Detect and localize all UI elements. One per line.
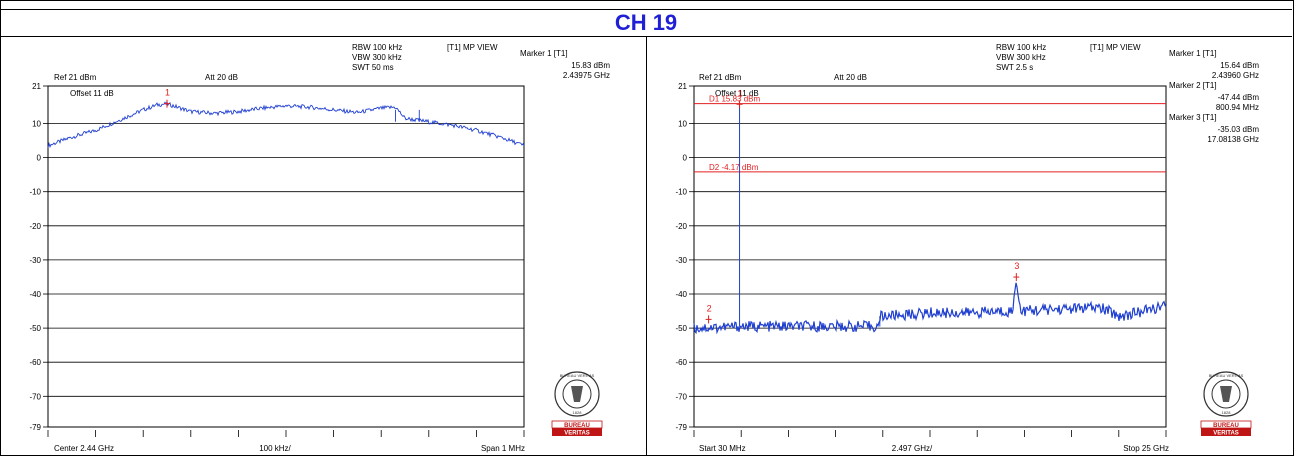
marker-number: 2	[707, 303, 712, 313]
y-tick-label: -10	[29, 188, 41, 197]
vbw-label: VBW 300 kHz	[996, 53, 1046, 62]
logo-seal-figure	[571, 386, 583, 402]
offset-label: Offset 11 dB	[70, 89, 114, 98]
spectrum-panel-right: RBW 100 kHz VBW 300 kHz SWT 2.5 s [T1] MP V…	[646, 37, 1293, 455]
y-tick-label: -40	[29, 290, 41, 299]
logo-name-box-bottom	[1201, 428, 1251, 436]
rbw-label: RBW 100 kHz	[996, 43, 1046, 52]
y-tick-label: -20	[29, 222, 41, 231]
vbw-label: VBW 300 kHz	[352, 53, 402, 62]
ref-level-label: Ref 21 dBm	[54, 73, 97, 82]
marker-frequency: 800.94 MHz	[1216, 103, 1259, 112]
bureau-veritas-logo: BUREAU VERITAS 1828 BUREAU VERITAS	[1200, 371, 1252, 437]
y-tick-label: -60	[675, 358, 687, 367]
rbw-label: RBW 100 kHz	[352, 43, 402, 52]
y-tick-label: -10	[675, 188, 687, 197]
logo-seal-year: 1828	[573, 410, 583, 415]
y-tick-label: -70	[675, 392, 687, 401]
marker-level: 15.83 dBm	[571, 61, 610, 70]
x-axis-label: Start 30 MHz	[699, 444, 746, 453]
logo-name-line1: BUREAU	[1213, 423, 1239, 429]
logo-name-line1: BUREAU	[564, 423, 590, 429]
swt-label: SWT 2.5 s	[996, 63, 1033, 72]
logo-name-line2: VERITAS	[1213, 431, 1239, 437]
title-underline	[632, 36, 654, 37]
y-tick-label: 21	[678, 82, 687, 91]
x-axis-label: 100 kHz/	[259, 444, 291, 453]
marker-number: 1	[738, 88, 743, 98]
logo-name-line2: VERITAS	[564, 431, 590, 437]
spectrum-panel-left: RBW 100 kHz VBW 300 kHz SWT 50 ms [T1] MP V…	[0, 37, 646, 455]
marker-frequency: 2.43960 GHz	[1212, 71, 1259, 80]
trace-view-label: [T1] MP VIEW	[447, 43, 498, 52]
marker-label: Marker 1 [T1]	[520, 49, 568, 58]
logo-seal-text: BUREAU VERITAS	[1209, 373, 1244, 378]
marker-number: 1	[165, 88, 170, 98]
marker-level: 15.64 dBm	[1220, 61, 1259, 70]
marker-label: Marker 1 [T1]	[1169, 49, 1217, 58]
logo-seal-figure	[1220, 386, 1232, 402]
y-tick-label: -50	[29, 324, 41, 333]
y-tick-label: -79	[675, 423, 687, 432]
bureau-veritas-logo: BUREAU VERITAS 1828 BUREAU VERITAS	[551, 371, 603, 437]
x-axis-label: Stop 25 GHz	[1123, 444, 1169, 453]
marker-label: Marker 3 [T1]	[1169, 113, 1217, 122]
x-axis-label: Center 2.44 GHz	[54, 444, 114, 453]
x-axis-label: Span 1 MHz	[481, 444, 525, 453]
plot-frame	[47, 85, 525, 428]
y-tick-label: -20	[675, 222, 687, 231]
spectrum-trace	[693, 282, 1167, 335]
trace-view-label: [T1] MP VIEW	[1090, 43, 1141, 52]
y-tick-label: -30	[675, 256, 687, 265]
top-strip	[0, 0, 1292, 10]
y-tick-label: 10	[32, 120, 41, 129]
display-line-label: D2 -4.17 dBm	[709, 163, 759, 172]
y-tick-label: -50	[675, 324, 687, 333]
plot-frame	[693, 85, 1167, 428]
y-tick-label: -60	[29, 358, 41, 367]
spectrum-trace	[47, 100, 525, 149]
y-tick-label: 21	[32, 82, 41, 91]
logo-seal-year: 1828	[1222, 410, 1232, 415]
marker-frequency: 2.43975 GHz	[563, 71, 610, 80]
marker-frequency: 17.08138 GHz	[1207, 135, 1259, 144]
display-line-label: D1 15.83 dBm	[709, 95, 760, 104]
y-tick-label: 0	[37, 154, 42, 163]
marker-label: Marker 2 [T1]	[1169, 81, 1217, 90]
marker-level: -35.03 dBm	[1218, 125, 1260, 134]
x-axis-label: 2.497 GHz/	[892, 444, 933, 453]
marker-number: 3	[1014, 261, 1019, 271]
title-bar: CH 19	[0, 10, 1292, 37]
y-tick-label: -79	[29, 423, 41, 432]
ref-level-label: Ref 21 dBm	[699, 73, 742, 82]
logo-seal-text: BUREAU VERITAS	[560, 373, 595, 378]
y-tick-label: 0	[683, 154, 688, 163]
offset-label: Offset 11 dB	[715, 89, 759, 98]
swt-label: SWT 50 ms	[352, 63, 394, 72]
marker-level: -47.44 dBm	[1218, 93, 1260, 102]
attenuation-label: Att 20 dB	[205, 73, 238, 82]
logo-name-box-bottom	[552, 428, 602, 436]
y-tick-label: -30	[29, 256, 41, 265]
attenuation-label: Att 20 dB	[834, 73, 867, 82]
y-tick-label: -70	[29, 392, 41, 401]
y-tick-label: -40	[675, 290, 687, 299]
page-title: CH 19	[614, 10, 678, 35]
y-tick-label: 10	[678, 120, 687, 129]
